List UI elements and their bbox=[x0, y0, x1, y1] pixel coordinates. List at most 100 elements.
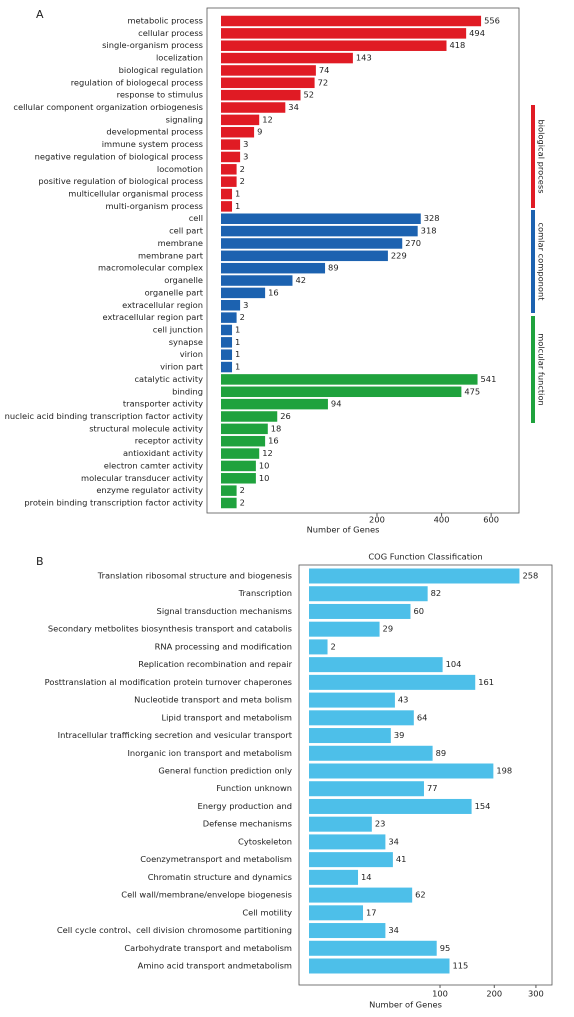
bar bbox=[309, 923, 386, 939]
value-label: 143 bbox=[356, 53, 372, 63]
plot-frame bbox=[206, 7, 520, 514]
category-label: Inorganic ion transport and metabolism bbox=[127, 748, 292, 758]
bar bbox=[221, 40, 447, 51]
category-label: electron camter activity bbox=[104, 460, 203, 470]
value-label: 26 bbox=[280, 411, 291, 421]
value-label: 12 bbox=[262, 448, 273, 458]
category-label: Nucleotide transport and meta bolism bbox=[134, 695, 292, 705]
bar bbox=[221, 151, 241, 163]
value-label: 41 bbox=[396, 854, 407, 864]
value-label: 62 bbox=[415, 890, 426, 900]
value-label: 1 bbox=[235, 201, 240, 211]
category-label: Coenzymetransport and metabolism bbox=[140, 854, 292, 864]
bar bbox=[221, 460, 256, 472]
value-label: 29 bbox=[383, 624, 394, 634]
value-label: 89 bbox=[328, 263, 339, 273]
value-label: 60 bbox=[413, 606, 424, 616]
category-label: cellular process bbox=[138, 28, 203, 38]
value-label: 154 bbox=[475, 801, 491, 811]
bar bbox=[221, 77, 315, 89]
value-label: 82 bbox=[431, 588, 442, 598]
category-label: Amino acid transport andmetabolism bbox=[138, 961, 292, 971]
category-label: Cell wall/membrane/envelope biogenesis bbox=[121, 890, 292, 900]
value-label: 34 bbox=[388, 836, 399, 846]
bar bbox=[309, 869, 359, 885]
category-label: organelle bbox=[164, 275, 203, 285]
value-label: 43 bbox=[398, 695, 409, 705]
category-label: locelization bbox=[156, 53, 203, 63]
value-label: 14 bbox=[361, 872, 372, 882]
bar bbox=[309, 763, 494, 779]
bar bbox=[309, 905, 364, 921]
value-label: 161 bbox=[478, 677, 494, 687]
bar bbox=[309, 834, 386, 850]
value-label: 2 bbox=[331, 641, 336, 651]
category-label: metabolic process bbox=[127, 16, 203, 26]
category-label: Defense mechanisms bbox=[203, 819, 292, 829]
category-label: Secondary metbolites biosynthesis transp… bbox=[48, 624, 292, 634]
value-label: 556 bbox=[484, 16, 500, 26]
value-label: 16 bbox=[268, 287, 279, 297]
bar bbox=[221, 287, 266, 299]
category-label: Cell motility bbox=[242, 907, 292, 917]
bar bbox=[221, 386, 462, 398]
value-label: 318 bbox=[421, 226, 437, 236]
bar bbox=[221, 473, 256, 484]
bar bbox=[309, 710, 414, 726]
bar bbox=[221, 225, 418, 237]
bar bbox=[221, 164, 237, 175]
bar bbox=[221, 213, 421, 224]
x-tick-label: 300 bbox=[528, 989, 544, 999]
category-label: virion part bbox=[160, 362, 204, 372]
bar bbox=[309, 816, 372, 832]
bar bbox=[221, 52, 353, 64]
category-label: Energy production and bbox=[198, 801, 292, 811]
category-label: RNA processing and modification bbox=[155, 641, 292, 651]
value-label: 270 bbox=[405, 238, 421, 248]
bar bbox=[221, 139, 241, 150]
category-label: multicellular organismal process bbox=[68, 189, 203, 199]
bar bbox=[221, 485, 237, 496]
category-label: receptor activity bbox=[135, 436, 203, 446]
value-label: 328 bbox=[424, 213, 440, 223]
category-label: Posttranslation al modification protein … bbox=[45, 677, 292, 687]
category-label: Intracellular trafficking secretion and … bbox=[58, 730, 293, 740]
bar bbox=[221, 89, 301, 101]
category-label: Transcription bbox=[238, 588, 292, 598]
group-label: comlar componont bbox=[537, 222, 547, 301]
value-label: 18 bbox=[271, 423, 282, 433]
bar bbox=[221, 361, 233, 373]
x-axis-label: Number of Genes bbox=[307, 525, 380, 535]
category-label: virion bbox=[180, 349, 203, 359]
value-label: 77 bbox=[427, 783, 438, 793]
category-label: response to stimulus bbox=[117, 90, 203, 100]
bar bbox=[309, 586, 428, 602]
category-label: Cell cycle control、cell division chromos… bbox=[57, 925, 292, 935]
value-label: 494 bbox=[469, 28, 485, 38]
category-label: Lipid transport and metabolism bbox=[161, 712, 292, 722]
value-label: 115 bbox=[452, 961, 468, 971]
value-label: 64 bbox=[417, 712, 428, 722]
bar bbox=[221, 337, 233, 348]
value-label: 418 bbox=[449, 40, 465, 50]
bar bbox=[309, 657, 443, 673]
value-label: 23 bbox=[375, 819, 386, 829]
value-label: 475 bbox=[464, 386, 480, 396]
category-label: General function prediction only bbox=[158, 766, 292, 776]
value-label: 2 bbox=[240, 176, 245, 186]
value-label: 10 bbox=[259, 460, 270, 470]
category-label: signaling bbox=[166, 114, 203, 124]
x-tick-label: 100 bbox=[432, 989, 448, 999]
bar bbox=[221, 102, 286, 113]
category-label: cell junction bbox=[153, 324, 203, 334]
bar bbox=[309, 692, 395, 708]
category-label: cell part bbox=[169, 226, 204, 236]
group-label: molcular function bbox=[537, 333, 547, 406]
bar bbox=[221, 275, 293, 286]
value-label: 17 bbox=[366, 907, 377, 917]
value-label: 3 bbox=[243, 139, 248, 149]
bar bbox=[221, 423, 268, 435]
category-label: macromolecular complex bbox=[98, 263, 203, 273]
value-label: 42 bbox=[295, 275, 306, 285]
bar bbox=[309, 745, 433, 761]
